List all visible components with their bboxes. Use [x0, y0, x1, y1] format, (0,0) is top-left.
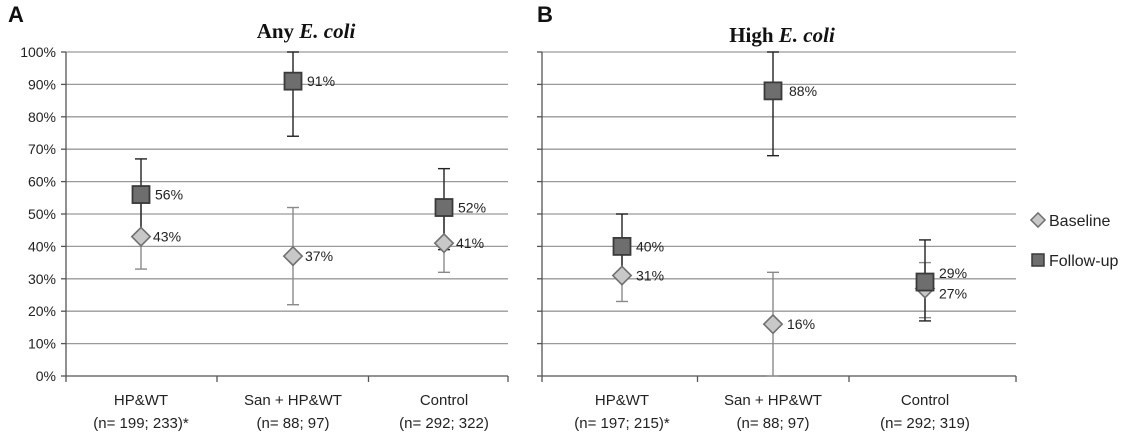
panel-b-followup-point — [915, 272, 935, 292]
panel-b-marks: 31% 16% 27% 40% 88% 29% — [611, 51, 967, 377]
panel-a-followup-data-label: 52% — [458, 200, 486, 216]
panel-b-category-sample-size: (n= 292; 319) — [880, 415, 970, 432]
panel-b-baseline-data-label: 16% — [787, 316, 815, 332]
panel-b-grid — [537, 51, 1017, 382]
panel-b-category-sample-size: (n= 88; 97) — [737, 415, 810, 432]
legend-baseline-marker — [1029, 211, 1047, 229]
panel-a-letter: A — [8, 2, 24, 27]
panel-b-title-prefix: High — [729, 23, 779, 47]
panel-a-y-tick-label: 40% — [28, 238, 56, 254]
panel-b-followup-point — [763, 81, 783, 101]
panel-b-category-labels: HP&WT (n= 197; 215)* San + HP&WT (n= 88; 97… — [574, 392, 970, 432]
panel-b-category-label: HP&WT — [595, 392, 649, 409]
panel-b-category-label: San + HP&WT — [724, 392, 822, 409]
panel-a-baseline-point — [433, 232, 455, 254]
panel-b-title-italic: E. coli — [778, 23, 835, 47]
panel-a-title-italic: E. coli — [298, 19, 355, 43]
panel-a-category-label: San + HP&WT — [244, 392, 342, 409]
panel-a-category-sample-size: (n= 199; 233)* — [93, 415, 189, 432]
panel-a-grid — [61, 51, 509, 382]
panel-a-y-tick-label: 50% — [28, 206, 56, 222]
panel-a-y-tick-label: 30% — [28, 271, 56, 287]
panel-a-baseline-data-label: 43% — [153, 229, 181, 245]
panel-a-category-labels: HP&WT (n= 199; 233)* San + HP&WT (n= 88; 97… — [93, 392, 489, 432]
panel-a-title: Any E. coli — [257, 19, 356, 43]
panel-b-baseline-point — [762, 313, 784, 335]
panel-b-followup-data-label: 88% — [789, 83, 817, 99]
panel-b-category-label: Control — [901, 392, 949, 409]
panel-b-category-sample-size: (n= 197; 215)* — [574, 415, 670, 432]
panel-a-category-label: HP&WT — [114, 392, 168, 409]
panel-a-category-label: Control — [420, 392, 468, 409]
panel-a-y-tick-label: 90% — [28, 76, 56, 92]
panel-b-baseline-data-label: 27% — [939, 286, 967, 302]
panel-a-followup-data-label: 91% — [307, 73, 335, 89]
panel-a-followup-point — [131, 185, 151, 204]
panel-a-followup-point — [283, 71, 303, 91]
panel-a-title-prefix: Any — [257, 19, 300, 43]
panel-a-y-tick-label: 10% — [28, 336, 56, 352]
panel-b-letter: B — [537, 2, 553, 27]
panel-a-marks: 43% 37% 41% 56% 91% 52% — [130, 51, 486, 306]
panel-a-y-ticks: 0% 10% 20% 30% 40% 50% 60% 70% 80% 90% 100% — [20, 44, 56, 384]
panel-a-category-sample-size: (n= 292; 322) — [399, 415, 489, 432]
panel-a-y-tick-label: 20% — [28, 303, 56, 319]
panel-b-baseline-point — [611, 265, 633, 286]
panel-a-baseline-data-label: 41% — [456, 235, 484, 251]
legend-followup-label: Follow-up — [1049, 253, 1118, 270]
legend-baseline-label: Baseline — [1049, 213, 1110, 230]
panel-a-category-sample-size: (n= 88; 97) — [257, 415, 330, 432]
panel-a-y-tick-label: 100% — [20, 44, 56, 60]
panel-a-y-tick-label: 70% — [28, 141, 56, 157]
panel-a-baseline-point — [282, 245, 304, 267]
legend: Baseline Follow-up — [1029, 211, 1118, 270]
panel-a-followup-point — [434, 198, 454, 217]
panel-a: A Any E. coli 0% 10% 20% 30% 40% 50% 60% 70% 80%… — [8, 2, 509, 432]
panel-b-followup-point — [612, 236, 632, 256]
panel-a-baseline-data-label: 37% — [305, 248, 333, 264]
panel-b-followup-data-label: 29% — [939, 265, 967, 281]
panel-a-y-tick-label: 80% — [28, 109, 56, 125]
panel-a-y-tick-label: 0% — [36, 368, 56, 384]
panel-a-baseline-point — [130, 226, 152, 248]
panel-a-followup-data-label: 56% — [155, 187, 183, 203]
panel-b-baseline-data-label: 31% — [636, 268, 664, 284]
panel-b-title: High E. coli — [729, 23, 835, 47]
panel-a-y-tick-label: 60% — [28, 174, 56, 190]
panel-b: B High E. coli HP&WT (n= 197; 215)* San + … — [537, 2, 1017, 432]
panel-b-followup-data-label: 40% — [636, 238, 664, 254]
legend-followup-marker — [1031, 253, 1045, 267]
legend-item-followup: Follow-up — [1031, 253, 1118, 270]
legend-item-baseline: Baseline — [1029, 211, 1110, 230]
